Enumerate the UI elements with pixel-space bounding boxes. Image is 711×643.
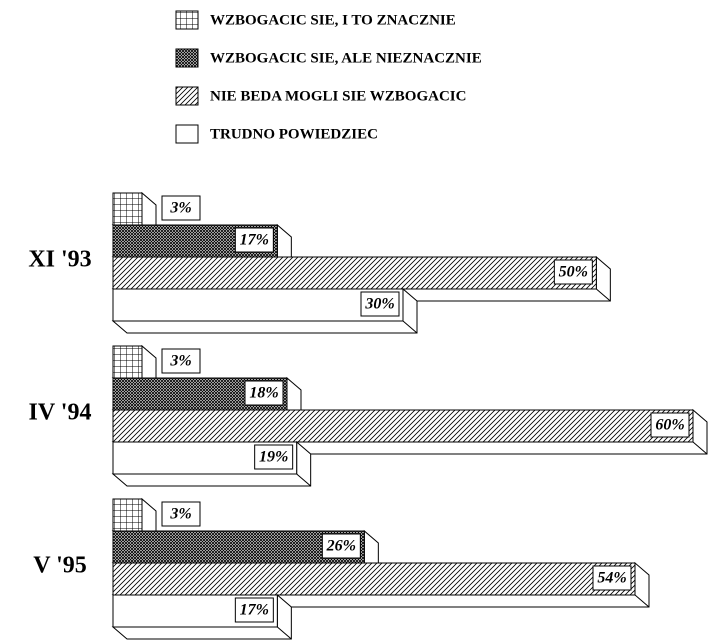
value-label-box — [650, 412, 690, 438]
category-label: XI '93 — [28, 247, 91, 273]
value-label-box — [161, 348, 201, 374]
bar — [112, 192, 143, 226]
value-label: 30% — [364, 296, 394, 313]
value-label-box — [553, 259, 593, 285]
legend-label: NIE BEDA MOGLI SIE WZBOGACIC — [210, 88, 466, 104]
bar — [112, 345, 143, 379]
value-label: 19% — [259, 449, 288, 466]
value-label-box — [161, 501, 201, 527]
value-label: 3% — [169, 506, 191, 523]
bar — [112, 288, 404, 322]
value-label: 17% — [240, 232, 269, 249]
value-label: 3% — [169, 353, 191, 370]
legend-swatch — [175, 10, 199, 30]
value-label-box — [161, 195, 201, 221]
bar — [112, 498, 143, 532]
value-label-box — [254, 444, 294, 470]
value-label: 54% — [597, 570, 626, 587]
bar — [112, 562, 636, 596]
value-label: 60% — [655, 417, 684, 434]
legend-swatch — [175, 48, 199, 68]
value-label: 17% — [240, 602, 269, 619]
bar-edge — [634, 594, 650, 608]
bar-edge — [277, 626, 292, 640]
value-label-box — [234, 597, 274, 623]
category-label: V '95 — [33, 553, 87, 579]
bar — [112, 256, 597, 290]
legend-label: WZBOGACIC SIE, I TO ZNACZNIE — [210, 12, 456, 28]
bar-edge — [402, 320, 418, 334]
value-label: 26% — [326, 538, 356, 555]
value-label-box — [360, 291, 400, 317]
bar-edge — [692, 441, 708, 455]
legend-swatch — [175, 86, 199, 106]
legend-swatch — [175, 124, 199, 144]
value-label: 18% — [249, 385, 278, 402]
bar-edge — [596, 288, 611, 302]
value-label-box — [234, 227, 274, 253]
value-label: 50% — [559, 264, 588, 281]
legend-label: WZBOGACIC SIE, ALE NIEZNACZNIE — [210, 50, 482, 66]
bar — [112, 409, 694, 443]
value-label: 3% — [169, 200, 191, 217]
value-label-box — [244, 380, 284, 406]
bar-edge — [296, 473, 311, 487]
category-label: IV '94 — [29, 400, 92, 426]
value-label-box — [592, 565, 632, 591]
value-label-box — [321, 533, 361, 559]
legend-label: TRUDNO POWIEDZIEC — [210, 126, 378, 142]
